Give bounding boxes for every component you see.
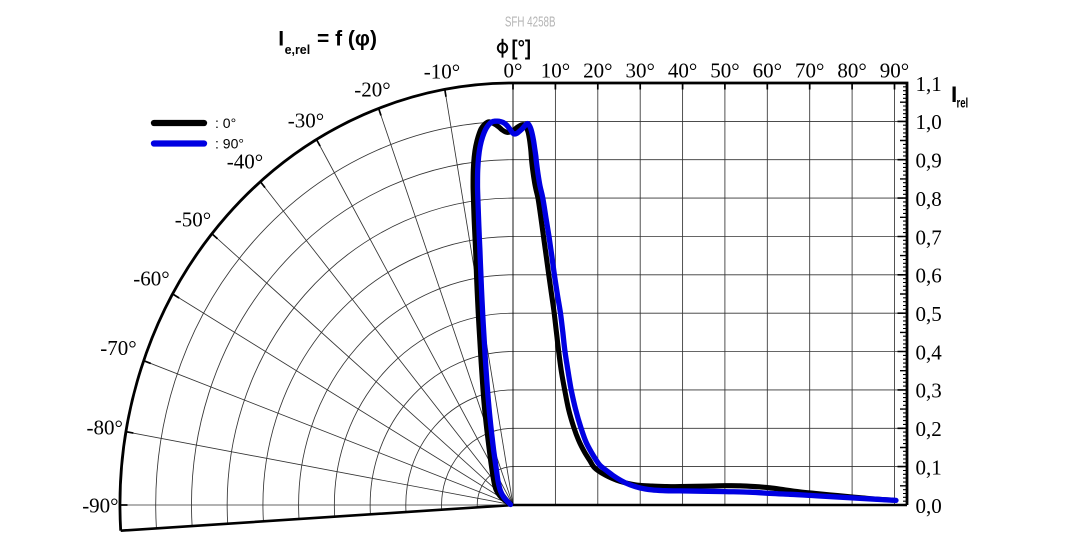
svg-text:rel: rel — [957, 96, 969, 111]
svg-text:60°: 60° — [753, 59, 782, 83]
svg-text:-10°: -10° — [424, 59, 460, 83]
svg-text:0,2: 0,2 — [916, 417, 942, 441]
svg-text:0,0: 0,0 — [916, 494, 942, 518]
svg-text:30°: 30° — [625, 59, 654, 83]
svg-text:-90°: -90° — [82, 493, 118, 517]
svg-text:I: I — [951, 82, 957, 107]
svg-text:SFH 4258B: SFH 4258B — [505, 14, 556, 30]
svg-text:-40°: -40° — [227, 149, 263, 173]
svg-text:0,3: 0,3 — [916, 379, 942, 403]
svg-text:0°: 0° — [504, 59, 523, 83]
svg-text:1,1: 1,1 — [916, 72, 942, 96]
svg-text:e,rel: e,rel — [285, 42, 311, 57]
svg-text:-60°: -60° — [133, 266, 169, 290]
svg-text:80°: 80° — [837, 59, 866, 83]
svg-text:[°]: [°] — [512, 37, 532, 60]
svg-text:1,0: 1,0 — [916, 110, 942, 134]
svg-text:: 90°: : 90° — [215, 136, 244, 152]
svg-text:0,4: 0,4 — [916, 340, 943, 364]
svg-text:= f (φ): = f (φ) — [317, 28, 377, 51]
svg-text:40°: 40° — [668, 59, 697, 83]
svg-text:0,5: 0,5 — [916, 302, 942, 326]
svg-text:0,8: 0,8 — [916, 187, 942, 211]
svg-text:0,7: 0,7 — [916, 225, 942, 249]
svg-text:-20°: -20° — [354, 77, 390, 101]
svg-text:10°: 10° — [541, 59, 570, 83]
svg-text:50°: 50° — [710, 59, 739, 83]
svg-text:0,1: 0,1 — [916, 455, 942, 479]
svg-text:20°: 20° — [583, 59, 612, 83]
svg-text:I: I — [278, 28, 284, 51]
svg-text:: 0°: : 0° — [215, 115, 236, 131]
svg-text:0,9: 0,9 — [916, 149, 942, 173]
svg-text:-70°: -70° — [100, 336, 136, 360]
svg-text:70°: 70° — [795, 59, 824, 83]
svg-text:-50°: -50° — [175, 207, 211, 231]
svg-text:-80°: -80° — [86, 416, 122, 440]
svg-text:90°: 90° — [880, 59, 909, 83]
svg-text:-30°: -30° — [288, 108, 324, 132]
svg-text:0,6: 0,6 — [916, 264, 942, 288]
